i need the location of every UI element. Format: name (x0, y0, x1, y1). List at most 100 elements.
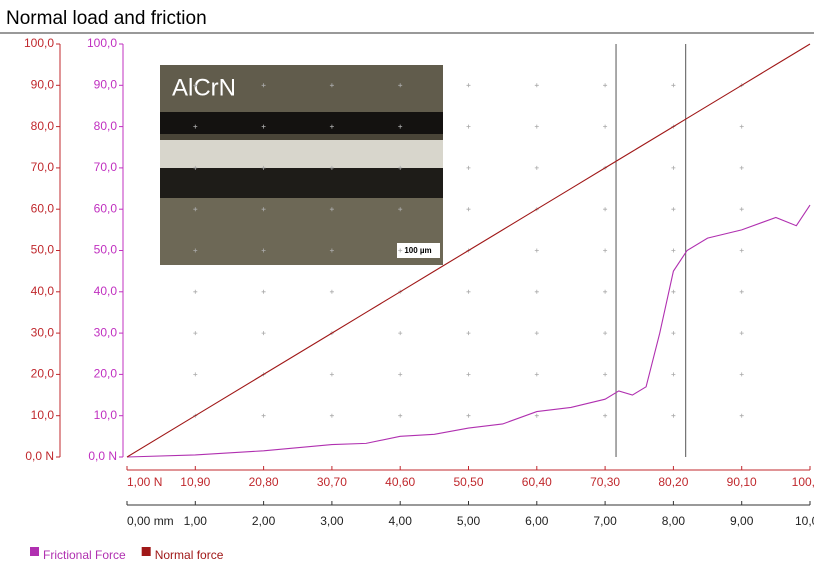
x2-tick-label: 60,40 (522, 475, 552, 489)
grid-cross (603, 83, 607, 87)
y2-tick-label: 60,0 (31, 201, 55, 215)
grid-cross (671, 372, 675, 376)
grid-cross (671, 331, 675, 335)
grid-cross (467, 207, 471, 211)
y2-tick-label: 50,0 (31, 243, 55, 257)
grid-cross (603, 207, 607, 211)
grid-cross (740, 372, 744, 376)
y-tick-label: 90,0 (94, 77, 118, 91)
x2-tick-label: 20,80 (249, 475, 279, 489)
grid-cross (262, 414, 266, 418)
grid-cross (262, 331, 266, 335)
photo-band (160, 112, 443, 134)
x2-tick-label: 30,70 (317, 475, 347, 489)
grid-cross (467, 166, 471, 170)
y2-tick-label: 10,0 (31, 408, 55, 422)
grid-cross (603, 125, 607, 129)
x-tick-label: 5,00 (457, 514, 481, 528)
y2-tick-label: 80,0 (31, 119, 55, 133)
grid-cross (330, 372, 334, 376)
x-tick-label: 3,00 (320, 514, 344, 528)
x-tick-label: 2,00 (252, 514, 276, 528)
x-tick-label: 8,00 (662, 514, 686, 528)
inset-photo: AlCrN 100 µm (160, 65, 443, 265)
legend-label: Normal force (155, 548, 224, 562)
x2-tick-label: 100,00 (792, 475, 814, 489)
legend-swatch (30, 547, 39, 556)
y-tick-label: 40,0 (94, 284, 118, 298)
x-tick-label: 7,00 (593, 514, 617, 528)
y-tick-label: 50,0 (94, 243, 118, 257)
scale-bar-label: 100 µm (404, 246, 431, 255)
grid-cross (671, 414, 675, 418)
y2-tick-label: 20,0 (31, 367, 55, 381)
grid-cross (603, 372, 607, 376)
y2-tick-label: 40,0 (31, 284, 55, 298)
inset-label: AlCrN (172, 74, 236, 101)
grid-cross (671, 207, 675, 211)
grid-cross (330, 290, 334, 294)
grid-cross (467, 290, 471, 294)
photo-band (160, 168, 443, 198)
x-tick-label: 9,00 (730, 514, 754, 528)
grid-cross (535, 290, 539, 294)
grid-cross (535, 83, 539, 87)
x-tick-label: 10,00 (795, 514, 814, 528)
chart: Normal load and friction AlCrN 100 µm 0,… (0, 0, 814, 564)
y2-tick-label: 0,0 N (25, 449, 54, 463)
y-tick-label: 70,0 (94, 160, 118, 174)
x-tick-label: 4,00 (389, 514, 413, 528)
x2-tick-label: 90,10 (727, 475, 757, 489)
x-tick-label: 0,00 mm (127, 514, 174, 528)
grid-cross (671, 249, 675, 253)
grid-cross (740, 290, 744, 294)
grid-cross (467, 414, 471, 418)
grid-cross (193, 331, 197, 335)
grid-cross (740, 249, 744, 253)
grid-cross (740, 331, 744, 335)
y2-tick-label: 70,0 (31, 160, 55, 174)
x2-tick-label: 40,60 (385, 475, 415, 489)
grid-cross (603, 249, 607, 253)
grid-cross (330, 414, 334, 418)
grid-cross (467, 83, 471, 87)
y-tick-label: 30,0 (94, 325, 118, 339)
y-tick-label: 60,0 (94, 201, 118, 215)
grid-cross (740, 166, 744, 170)
grid-cross (262, 290, 266, 294)
grid-cross (535, 372, 539, 376)
y2-tick-label: 90,0 (31, 77, 55, 91)
page: Normal load and friction AlCrN 100 µm 0,… (0, 0, 814, 564)
y-tick-label: 20,0 (94, 367, 118, 381)
grid-cross (467, 372, 471, 376)
grid-cross (603, 331, 607, 335)
x-tick-label: 1,00 (184, 514, 208, 528)
grid-cross (535, 166, 539, 170)
y-tick-label: 80,0 (94, 119, 118, 133)
grid-cross (467, 331, 471, 335)
y-tick-label: 100,0 (87, 36, 117, 50)
legend-swatch (142, 547, 151, 556)
grid-cross (535, 331, 539, 335)
y-tick-label: 0,0 N (88, 449, 117, 463)
grid-cross (467, 125, 471, 129)
grid-cross (193, 290, 197, 294)
grid-cross (398, 414, 402, 418)
grid-cross (398, 331, 402, 335)
grid-cross (193, 372, 197, 376)
grid-cross (535, 414, 539, 418)
grid-cross (535, 249, 539, 253)
grid-cross (535, 125, 539, 129)
y2-tick-label: 30,0 (31, 325, 55, 339)
grid-cross (671, 166, 675, 170)
x2-tick-label: 70,30 (590, 475, 620, 489)
photo-band (160, 140, 443, 168)
grid-cross (603, 290, 607, 294)
x2-tick-label: 50,50 (453, 475, 483, 489)
grid-cross (671, 83, 675, 87)
y-tick-label: 10,0 (94, 408, 118, 422)
y2-tick-label: 100,0 (24, 36, 54, 50)
grid-cross (740, 207, 744, 211)
grid-cross (398, 372, 402, 376)
grid-cross (740, 125, 744, 129)
